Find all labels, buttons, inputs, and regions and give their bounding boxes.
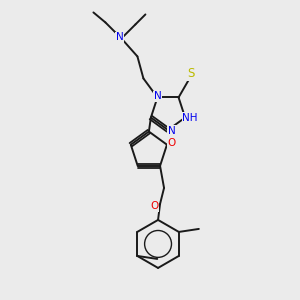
Text: N: N <box>168 126 176 136</box>
Text: NH: NH <box>182 112 198 123</box>
Text: N: N <box>116 32 123 42</box>
Text: O: O <box>168 138 176 148</box>
Text: N: N <box>154 92 161 101</box>
Text: O: O <box>150 201 158 211</box>
Text: S: S <box>187 67 194 80</box>
